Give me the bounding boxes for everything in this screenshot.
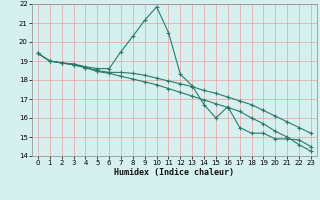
X-axis label: Humidex (Indice chaleur): Humidex (Indice chaleur) xyxy=(115,168,234,177)
